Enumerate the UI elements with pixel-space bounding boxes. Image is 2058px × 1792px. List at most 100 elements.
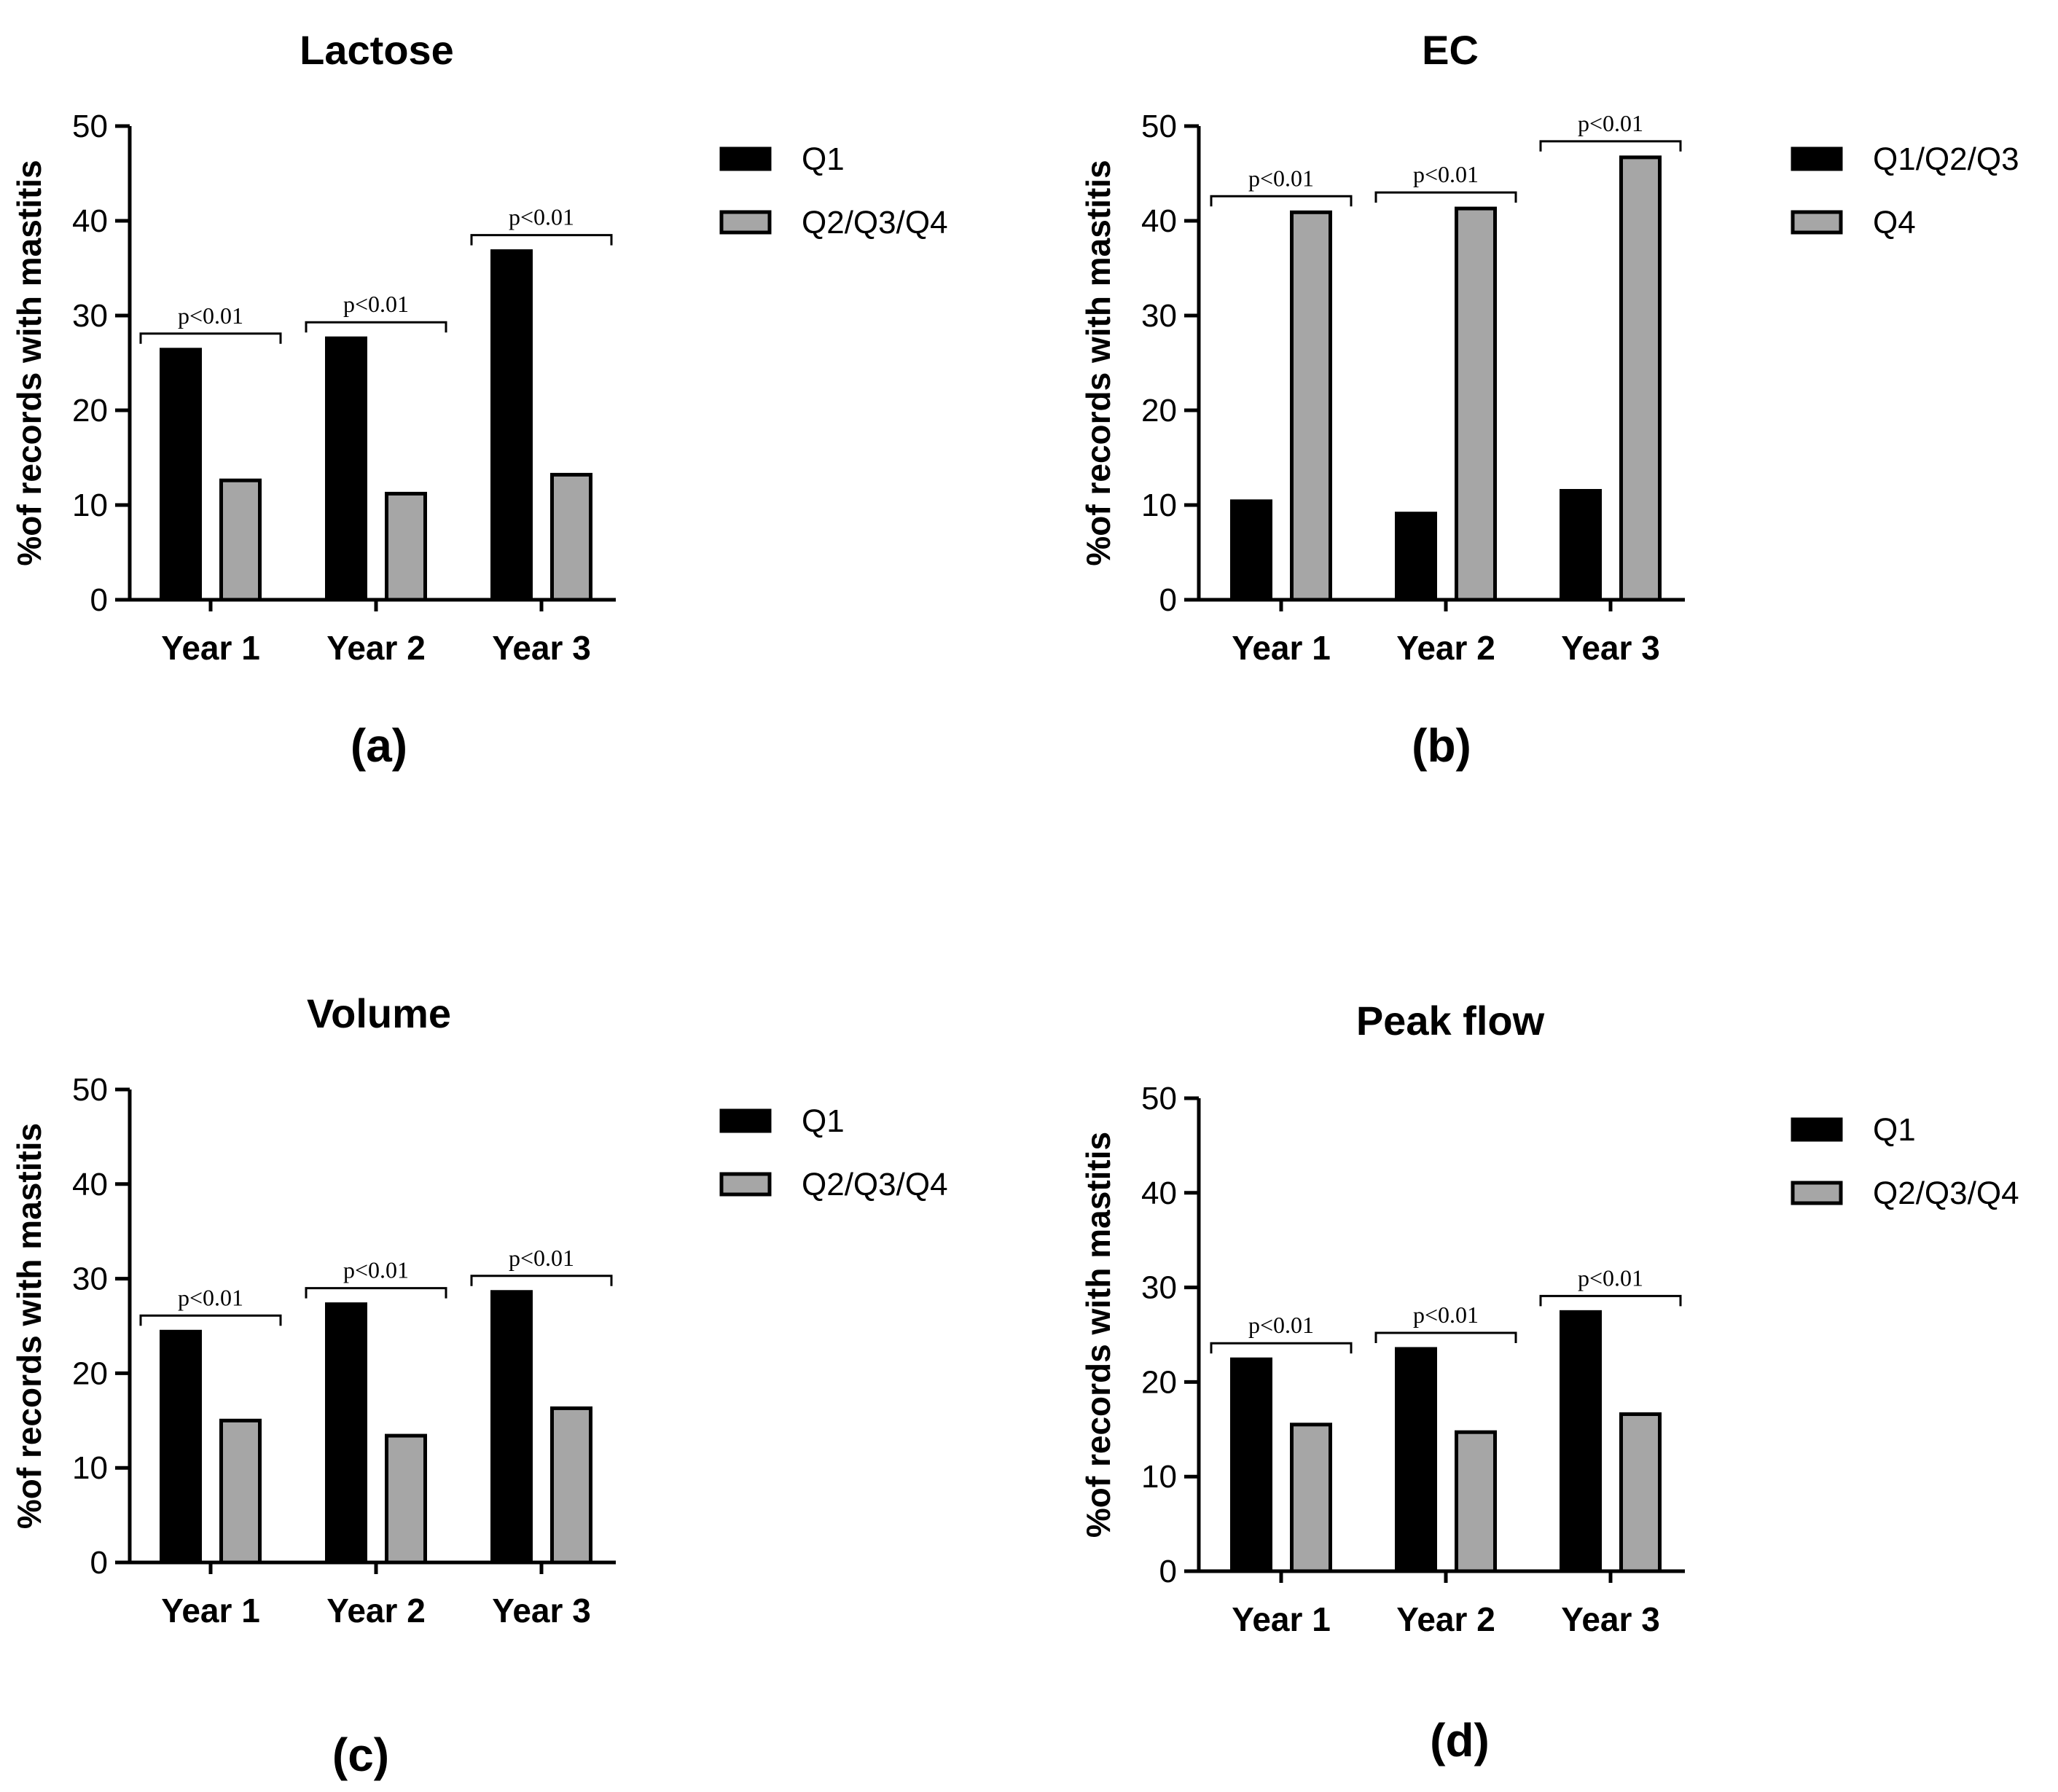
y-tick-label: 40 — [72, 1167, 108, 1202]
significance-bracket — [1374, 1331, 1517, 1343]
y-tick-label: 10 — [1141, 488, 1177, 523]
significance-bracket — [1539, 1294, 1682, 1307]
panel-caption: (c) — [332, 1729, 389, 1781]
bar-series-2 — [219, 478, 262, 602]
legend-label: Q1 — [802, 141, 845, 177]
legend-label: Q2/Q3/Q4 — [802, 205, 948, 240]
p-value-annotation: p<0.01 — [343, 291, 409, 317]
y-axis-label: %of records with mastitis — [1079, 160, 1117, 566]
legend-swatch — [719, 1108, 772, 1133]
significance-bracket — [1539, 140, 1682, 152]
bar-series-1 — [325, 336, 367, 602]
x-tick-label: Year 3 — [492, 629, 591, 667]
significance-bracket — [305, 321, 447, 333]
y-axis-label: %of records with mastitis — [10, 160, 48, 566]
chart-panel-1: Lactose 0 10 20 30 40 50 %of records with masti… — [10, 27, 948, 772]
p-value-annotation: p<0.01 — [178, 1284, 243, 1310]
bar-series-1 — [1560, 1310, 1602, 1573]
x-tick-label: Year 3 — [1561, 1600, 1660, 1638]
y-tick-label: 0 — [90, 582, 108, 618]
y-tick-label: 0 — [1159, 582, 1177, 618]
bar-series-2 — [385, 1433, 427, 1565]
y-tick-label: 40 — [72, 203, 108, 239]
p-value-annotation: p<0.01 — [509, 204, 574, 230]
legend-label: Q2/Q3/Q4 — [1873, 1175, 2019, 1211]
x-tick-label: Year 2 — [1396, 629, 1495, 667]
legend-swatch — [719, 146, 772, 171]
p-value-annotation: p<0.01 — [1248, 1312, 1314, 1338]
legend-label: Q2/Q3/Q4 — [802, 1167, 948, 1202]
legend-label: Q4 — [1873, 205, 1916, 240]
significance-bracket — [1210, 1342, 1353, 1354]
bar-series-2 — [219, 1418, 262, 1565]
y-tick-label: 20 — [72, 393, 108, 429]
y-tick-label: 0 — [90, 1545, 108, 1581]
panel-caption: (d) — [1430, 1714, 1490, 1766]
chart-panel-3: Volume 0 10 20 30 40 50 %of records with mastit… — [10, 990, 948, 1781]
y-tick-label: 30 — [1141, 298, 1177, 334]
y-tick-label: 50 — [72, 109, 108, 144]
p-value-annotation: p<0.01 — [343, 1257, 409, 1283]
legend-swatch — [1791, 1181, 1843, 1205]
y-tick-label: 50 — [72, 1072, 108, 1108]
bar-series-1 — [490, 1290, 533, 1565]
p-value-annotation: p<0.01 — [1248, 165, 1314, 191]
significance-bracket — [470, 1275, 613, 1286]
bar-series-2 — [1619, 1412, 1662, 1573]
p-value-annotation: p<0.01 — [509, 1245, 574, 1271]
chart-title: Volume — [307, 990, 451, 1036]
legend-swatch — [1791, 210, 1843, 235]
p-value-annotation: p<0.01 — [1578, 110, 1643, 136]
p-value-annotation: p<0.01 — [1578, 1264, 1643, 1291]
bar-series-1 — [1230, 499, 1272, 602]
x-tick-label: Year 1 — [161, 1592, 260, 1629]
significance-bracket — [139, 332, 282, 344]
bar-series-2 — [385, 491, 427, 602]
y-tick-label: 0 — [1159, 1554, 1177, 1589]
significance-bracket — [139, 1314, 282, 1326]
chart-title: EC — [1422, 27, 1479, 73]
bar-series-2 — [550, 472, 592, 602]
y-axis-label: %of records with mastitis — [10, 1123, 48, 1529]
x-tick-label: Year 1 — [161, 629, 260, 667]
panel-caption: (b) — [1412, 719, 1471, 772]
bar-series-1 — [1230, 1357, 1272, 1573]
chart-title: Peak flow — [1356, 998, 1545, 1044]
legend-swatch — [1791, 1117, 1843, 1142]
significance-bracket — [1210, 195, 1353, 207]
bar-series-1 — [160, 348, 202, 602]
y-tick-label: 40 — [1141, 1175, 1177, 1211]
bar-series-1 — [1395, 1347, 1437, 1573]
x-tick-label: Year 2 — [326, 1592, 426, 1629]
p-value-annotation: p<0.01 — [1413, 161, 1479, 187]
bar-series-1 — [490, 249, 533, 602]
bar-series-1 — [1560, 489, 1602, 602]
bar-series-1 — [325, 1302, 367, 1565]
y-tick-label: 10 — [72, 1450, 108, 1486]
x-tick-label: Year 2 — [326, 629, 426, 667]
y-tick-label: 30 — [1141, 1270, 1177, 1306]
legend-swatch — [719, 1172, 772, 1197]
y-tick-label: 10 — [1141, 1459, 1177, 1495]
y-tick-label: 40 — [1141, 203, 1177, 239]
bar-series-1 — [1395, 512, 1437, 602]
y-tick-label: 50 — [1141, 1081, 1177, 1116]
x-tick-label: Year 2 — [1396, 1600, 1495, 1638]
x-tick-label: Year 3 — [1561, 629, 1660, 667]
panel-caption: (a) — [351, 719, 407, 772]
bar-series-2 — [550, 1406, 592, 1565]
chart-panel-2: EC 0 10 20 30 40 50 %of records with mastitis Ye… — [1079, 27, 2019, 772]
x-tick-label: Year 3 — [492, 1592, 591, 1629]
y-tick-label: 10 — [72, 488, 108, 523]
y-tick-label: 20 — [1141, 393, 1177, 429]
p-value-annotation: p<0.01 — [1413, 1302, 1479, 1328]
significance-bracket — [305, 1287, 447, 1299]
bar-series-1 — [160, 1329, 202, 1565]
bar-series-2 — [1455, 206, 1497, 602]
legend-label: Q1/Q2/Q3 — [1873, 141, 2019, 177]
y-tick-label: 20 — [72, 1355, 108, 1391]
y-axis-label: %of records with mastitis — [1079, 1132, 1117, 1538]
bar-series-2 — [1619, 155, 1662, 602]
legend-label: Q1 — [802, 1103, 845, 1139]
